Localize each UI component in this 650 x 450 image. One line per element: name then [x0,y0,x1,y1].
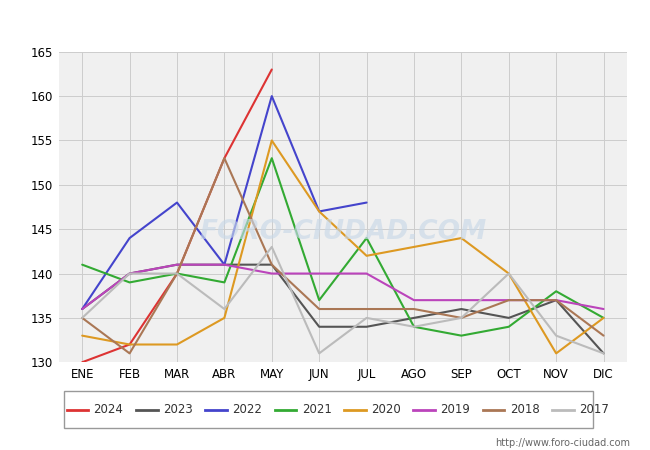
Text: FORO-CIUDAD.COM: FORO-CIUDAD.COM [200,219,486,245]
FancyBboxPatch shape [64,391,593,428]
Text: 2022: 2022 [232,403,262,416]
Text: 2018: 2018 [510,403,540,416]
Text: 2021: 2021 [302,403,332,416]
Text: 2024: 2024 [94,403,124,416]
Text: 2023: 2023 [163,403,192,416]
Text: 2020: 2020 [371,403,401,416]
Text: 2017: 2017 [579,403,609,416]
Text: Afiliados en Villanueva de la Sierra a 31/5/2024: Afiliados en Villanueva de la Sierra a 3… [118,16,532,34]
Text: 2019: 2019 [441,403,470,416]
Text: http://www.foro-ciudad.com: http://www.foro-ciudad.com [495,438,630,448]
